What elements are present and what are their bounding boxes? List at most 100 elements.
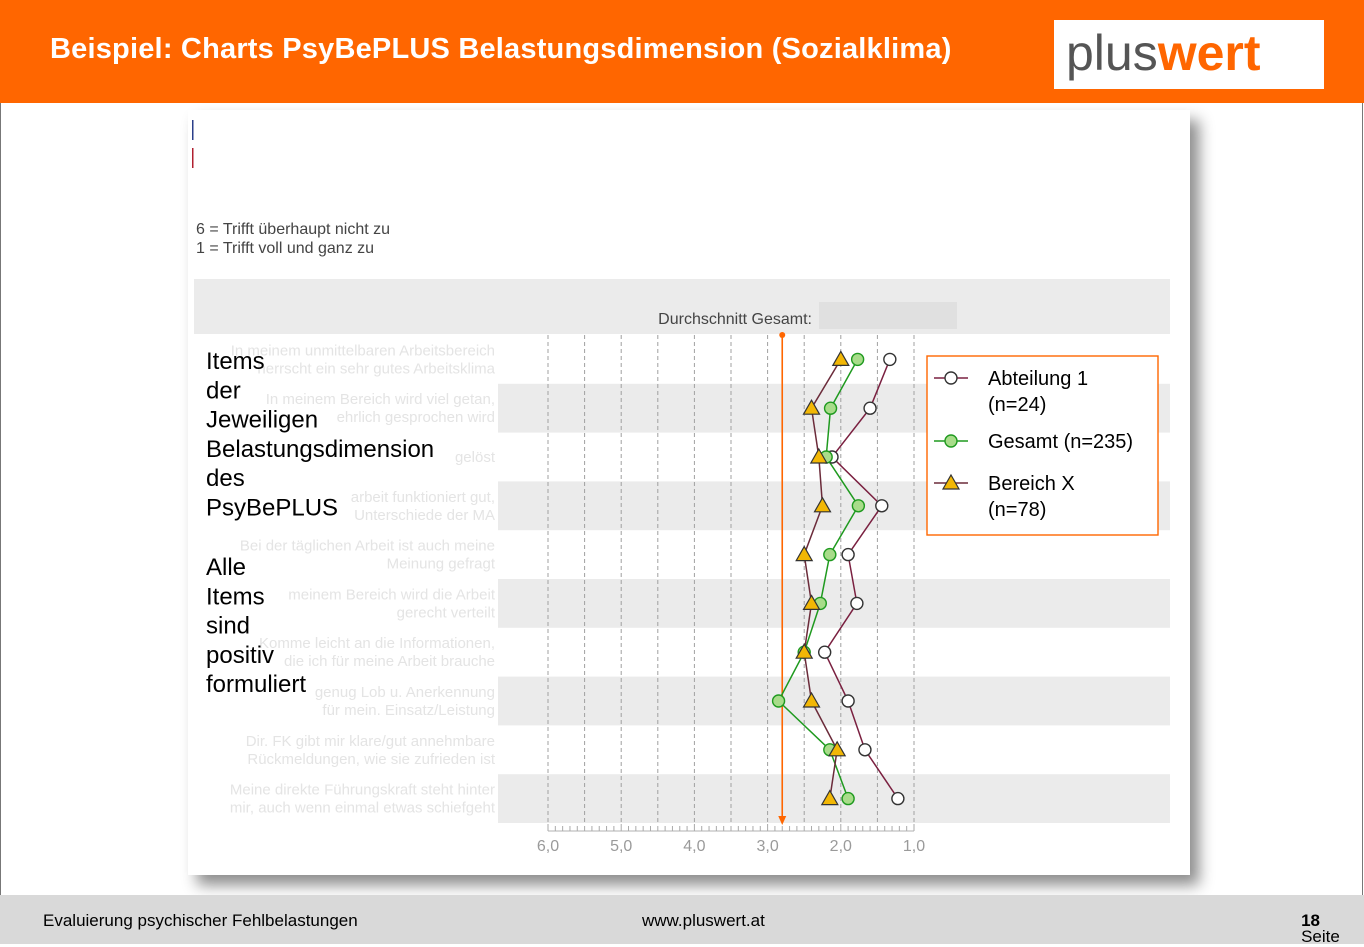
red-marker-line — [192, 148, 194, 168]
x-tick-label: 1,0 — [903, 838, 925, 855]
chart-legend: Abteilung 1 (n=24) Gesamt (n=235) Bereich X… — [926, 355, 1159, 536]
slide-title: Beispiel: Charts PsyBePLUS Belastungsdim… — [50, 33, 952, 65]
x-tick-label: 6,0 — [537, 838, 559, 855]
overlay-note-line: Belastungsdimension — [206, 436, 434, 463]
chart-header-band — [194, 279, 1170, 334]
data-point — [802, 594, 821, 610]
footer-url[interactable]: www.pluswert.at — [642, 911, 765, 930]
average-line-arrow — [778, 816, 787, 825]
item-label: meinem Bereich wird die Arbeit — [288, 586, 496, 603]
average-label: Durchschnitt Gesamt: — [658, 311, 812, 328]
overlay-note-line: Alle — [206, 554, 246, 581]
right-border — [1362, 103, 1363, 895]
item-label: Bei der täglichen Arbeit ist auch meine — [240, 538, 495, 555]
data-point — [831, 350, 850, 366]
item-label: In meinem unmittelbaren Arbeitsbereich — [231, 342, 495, 359]
data-point — [850, 596, 864, 611]
page-number: Seite 18 — [1301, 911, 1340, 946]
data-point — [771, 694, 786, 708]
item-label: Meine direkte Führungskraft steht hinter — [230, 782, 495, 799]
pluswert-logo: pluswert — [1054, 20, 1324, 89]
item-label: mir, auch wenn einmal etwas schiefgeht — [230, 800, 496, 817]
overlay-note-line: Jeweiligen — [206, 407, 318, 434]
legend-label-n: (n=78) — [988, 499, 1046, 521]
legend-marker — [944, 371, 958, 385]
item-label: für mein. Einsatz/Leistung — [322, 702, 495, 719]
header-bar: Beispiel: Charts PsyBePLUS Belastungsdim… — [0, 0, 1364, 103]
scale-note-line: 1 = Trifft voll und ganz zu — [196, 240, 374, 257]
item-label: Meinung gefragt — [387, 556, 496, 573]
average-line-dot — [779, 332, 786, 338]
row-stripe — [498, 579, 1170, 628]
item-label: arbeit funktioniert gut, — [351, 489, 495, 506]
logo-text-plus: plus — [1066, 25, 1158, 81]
data-point — [891, 791, 905, 806]
series-line — [777, 359, 860, 799]
data-point — [828, 740, 847, 757]
data-point — [863, 401, 877, 415]
x-tick-label: 2,0 — [830, 838, 852, 855]
footer-title: Evaluierung psychischer Fehlbelastungen — [43, 911, 358, 930]
series-line — [803, 359, 842, 799]
data-point — [883, 352, 897, 367]
item-label: Rückmeldungen, wie sie zufrieden ist — [247, 751, 495, 768]
data-point — [813, 496, 832, 513]
blue-marker-line — [192, 120, 194, 140]
data-point — [795, 642, 814, 659]
overlay-note-line: formuliert — [206, 671, 306, 698]
overlay-note-line: positiv — [206, 642, 274, 669]
logo-text-wert: wert — [1157, 25, 1261, 81]
item-label: herrscht ein sehr gutes Arbeitsklima — [257, 360, 495, 377]
item-label: gelöst — [455, 449, 496, 466]
average-value-box — [819, 302, 957, 329]
page-number-value: 18 — [1301, 911, 1320, 930]
item-label: Komme leicht an die Informationen, — [259, 635, 495, 652]
item-label: Dir. FK gibt mir klare/gut annehmbare — [246, 733, 495, 750]
chart-panel: 6 = Trifft überhaupt nicht zu 1 = Trifft … — [188, 110, 1190, 875]
data-point — [823, 401, 838, 415]
legend-marker — [944, 434, 958, 448]
legend-label-n: (n=24) — [988, 394, 1046, 416]
data-point — [795, 545, 814, 562]
overlay-note-line: des — [206, 465, 245, 492]
x-tick-label: 4,0 — [683, 838, 705, 855]
series-line — [823, 359, 899, 800]
data-point — [817, 645, 832, 659]
overlay-note-line: Items — [206, 583, 265, 610]
data-point — [841, 791, 855, 806]
row-stripe — [498, 676, 1170, 726]
item-label: die ich für meine Arbeit brauche — [284, 653, 495, 670]
overlay-note-line: der — [206, 377, 241, 404]
data-point — [809, 447, 828, 464]
legend-label: Abteilung 1 — [988, 368, 1088, 390]
data-point — [823, 547, 837, 562]
item-label: ehrlich gesprochen wird — [337, 409, 495, 426]
chart-svg: 6 = Trifft überhaupt nicht zu 1 = Trifft … — [192, 120, 1170, 855]
item-label: Unterschiede der MA — [354, 507, 495, 524]
item-label: In meinem Bereich wird viel getan, — [266, 391, 495, 408]
overlay-note-line: PsyBePLUS — [206, 495, 338, 522]
overlay-note-line: sind — [206, 613, 250, 640]
overlay-note-line: Items — [206, 348, 265, 375]
data-point — [841, 694, 855, 708]
data-point — [858, 743, 872, 757]
scale-note-line: 6 = Trifft überhaupt nicht zu — [196, 221, 390, 238]
data-point — [802, 398, 821, 415]
item-label: genug Lob u. Anerkennung — [315, 684, 495, 701]
legend-label: Bereich X — [988, 473, 1075, 495]
data-point — [820, 789, 839, 806]
x-tick-label: 3,0 — [756, 838, 778, 855]
data-point — [851, 499, 866, 513]
item-label: gerecht verteilt — [397, 604, 496, 621]
page-label: Seite — [1301, 927, 1340, 946]
logo-wordmark: pluswert — [1066, 24, 1261, 82]
legend-marker — [941, 473, 961, 490]
x-tick-label: 5,0 — [610, 838, 632, 855]
data-point — [875, 499, 889, 513]
data-point — [802, 691, 821, 708]
data-point — [850, 352, 865, 367]
left-border — [0, 103, 1, 895]
legend-box — [926, 355, 1159, 536]
legend-label: Gesamt (n=235) — [988, 431, 1133, 453]
footer-bar: Evaluierung psychischer Fehlbelastungen … — [0, 895, 1364, 946]
